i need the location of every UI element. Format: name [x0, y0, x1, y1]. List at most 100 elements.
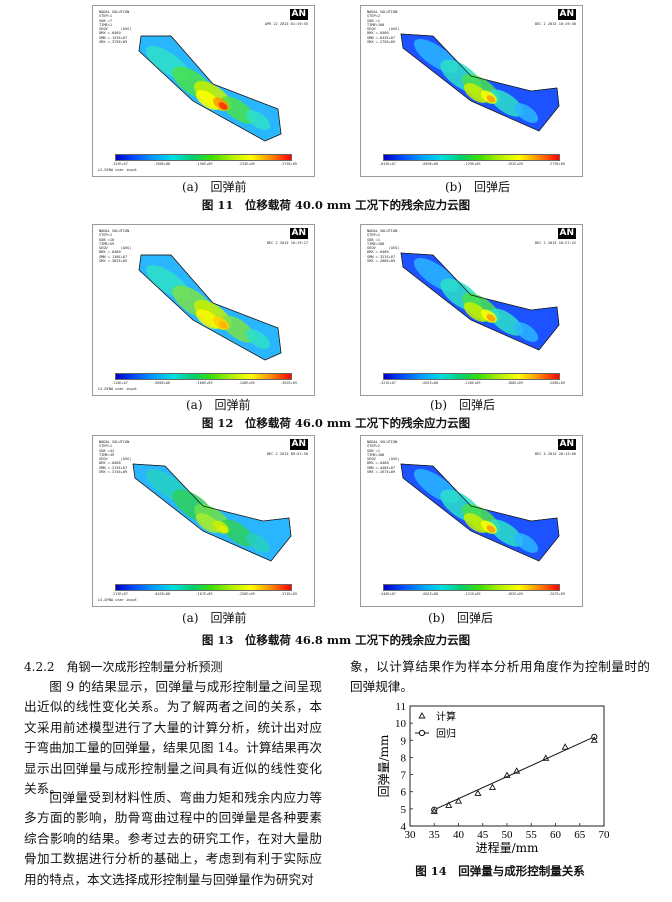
x-tick-label: 35	[429, 829, 441, 841]
fig13-sublabel-b: (b) 回弹后	[428, 611, 494, 625]
stress-region	[486, 525, 496, 533]
x-tick-label: 70	[599, 829, 611, 841]
legend-tick-label: .375E+09	[280, 162, 297, 166]
x-tick-label: 50	[502, 829, 514, 841]
contour-legend-bar	[383, 154, 560, 161]
panel-header-text: NODAL SOLUTION STEP=1 SUB =10 TIME=59 SE…	[99, 229, 132, 264]
fig11-sublabel-b: (b) 回弹后	[445, 180, 511, 194]
legend-tick-label: .780E+08	[153, 162, 171, 166]
fig13-caption: 图 13 位移载荷 46.8 mm 工况下的残余应力云图	[201, 633, 471, 647]
contour-legend-bar	[115, 584, 292, 591]
x-tick-label: 60	[550, 829, 562, 841]
legend-tick-label: .669E+08	[421, 162, 439, 166]
beam-outline	[132, 463, 292, 562]
stress-region	[218, 525, 228, 533]
stress-region	[513, 533, 539, 553]
computed-point	[445, 801, 453, 808]
ansys-logo: AN	[557, 228, 576, 239]
y-tick-label: 11	[395, 701, 406, 713]
contour-legend-ticks: .321E+07 .601E+08 .120E+09 .180E+09 .268E+09	[379, 381, 565, 385]
legend-tick-label: .213E+07	[111, 592, 128, 596]
paragraph-1: 图 9 的结果显示，回弹量与成形控制量之间呈现出近似的线性变化关系。为了解两者之…	[24, 677, 322, 799]
contour-legend-bar	[115, 154, 292, 161]
legend-tick-label: .250E+09	[237, 592, 255, 596]
contour-legend-ticks: .643E+07 .669E+08 .129E+09 .192E+09 .279E+09	[379, 162, 565, 166]
panel-footer: LS-DYNA user input	[98, 168, 137, 172]
beam-outline	[400, 463, 560, 562]
panel-header-text: NODAL SOLUTION STEP=1 SUB =42 TIME=39 SE…	[99, 440, 132, 475]
legend-tick-label: .180E+09	[505, 381, 523, 385]
stress-region	[218, 321, 228, 329]
computed-point	[488, 783, 497, 790]
panel-date: DEC 2 2015 09:51:58	[266, 452, 308, 456]
stress-region	[463, 83, 489, 103]
legend-tick-label: .153E+07	[111, 162, 128, 166]
legend-tick-label: .362E+09	[280, 381, 297, 385]
legend-tick-label: .601E+08	[421, 381, 439, 385]
x-tick-label: 55	[526, 829, 538, 841]
legend-label-regression: 回归	[436, 727, 456, 740]
stress-region	[218, 102, 228, 110]
legend-tick-label: .156E+09	[195, 162, 213, 166]
beam-contour	[138, 35, 282, 142]
y-tick-label: 8	[401, 752, 407, 764]
legend-tick-label: .110E+07	[111, 381, 128, 385]
stress-region	[245, 329, 271, 349]
stress-region	[245, 110, 271, 130]
legend-tick-label: .267E+09	[548, 592, 565, 596]
fig12-sublabel-b: (b) 回弹后	[430, 398, 496, 412]
y-tick-label: 9	[401, 735, 407, 747]
y-axis-label: 回弹量/mm	[377, 734, 391, 797]
stress-region	[195, 90, 221, 110]
legend-tick-label: .845E+08	[153, 592, 171, 596]
contour-legend-ticks: .153E+07 .780E+08 .156E+09 .234E+09 .375E+09	[111, 162, 297, 166]
fig14-chart: 30 35 40 45 50 55 60 65 704567891011进程量/mm回弹量/mm…	[377, 701, 611, 855]
contour-legend-bar	[383, 373, 560, 380]
legend-marker-computed	[418, 712, 426, 719]
x-tick-label: 40	[453, 829, 465, 841]
stress-region	[486, 95, 496, 103]
panel-header-text: NODAL SOLUTION STEP=2 SUB =1 TIME=100 SE…	[367, 440, 400, 475]
computed-point	[590, 736, 598, 743]
y-tick-label: 4	[401, 821, 407, 833]
stress-region	[463, 302, 489, 322]
panel-date: DEC 2 2015 10:27:42	[534, 241, 576, 245]
paragraph-2-text: 回弹量受到材料性质、弯曲力矩和残余内应力等多方面的影响，肋骨弯曲过程中的回弹量是…	[24, 790, 322, 887]
x-axis-label: 进程量/mm	[476, 840, 539, 855]
fig13-sublabel-a: (a) 回弹前	[182, 611, 247, 625]
section-heading: 4.2.2 角钢一次成形控制量分析预测	[24, 660, 223, 674]
panel-date: APR 22 2015 01:19:55	[264, 22, 308, 26]
beam-outline	[400, 33, 560, 132]
computed-point	[474, 789, 482, 796]
computed-point	[503, 771, 511, 778]
beam-outline	[138, 35, 282, 142]
legend-tick-label: .880E+08	[153, 381, 171, 385]
computed-point	[454, 797, 463, 804]
fig11-sublabel-a: (a) 回弹前	[182, 180, 247, 194]
fig11-panel-a: NODAL SOLUTION STEP=1 SUB =7 TIME=1 SEQV…	[92, 5, 315, 177]
stress-region	[513, 103, 539, 123]
contour-legend-ticks: .448E+07 .601E+08 .121E+09 .182E+09 .267E+09	[379, 592, 565, 596]
legend-tick-label: .321E+07	[379, 381, 396, 385]
legend-tick-label: .268E+09	[548, 381, 565, 385]
fig13-panel-a: NODAL SOLUTION STEP=1 SUB =42 TIME=39 SE…	[92, 435, 315, 607]
beam-contour	[132, 463, 292, 562]
fig12-panel-a: NODAL SOLUTION STEP=1 SUB =10 TIME=59 SE…	[92, 224, 315, 396]
panel-header-text: NODAL SOLUTION STEP=2 SUB =1 TIME=100 SE…	[367, 10, 400, 45]
legend-label-computed: 计算	[436, 710, 456, 723]
ansys-logo: AN	[289, 228, 308, 239]
ansys-logo: AN	[289, 439, 308, 450]
legend-tick-label: .374E+09	[280, 592, 297, 596]
legend-tick-label: .192E+09	[505, 162, 523, 166]
ansys-logo: AN	[557, 9, 576, 20]
stress-region	[513, 322, 539, 342]
beam-contour	[400, 463, 560, 562]
legend-tick-label: .279E+09	[548, 162, 565, 166]
contour-legend-bar	[383, 584, 560, 591]
legend-tick-label: .121E+09	[463, 592, 481, 596]
legend-tick-label: .234E+09	[237, 162, 255, 166]
stress-region	[195, 513, 221, 533]
panel-date: DEC 2 2015 10:19:36	[534, 22, 576, 26]
panel-footer: LS-DYNA user input	[98, 387, 137, 391]
fig13-panel-b: NODAL SOLUTION STEP=2 SUB =1 TIME=100 SE…	[360, 435, 583, 607]
